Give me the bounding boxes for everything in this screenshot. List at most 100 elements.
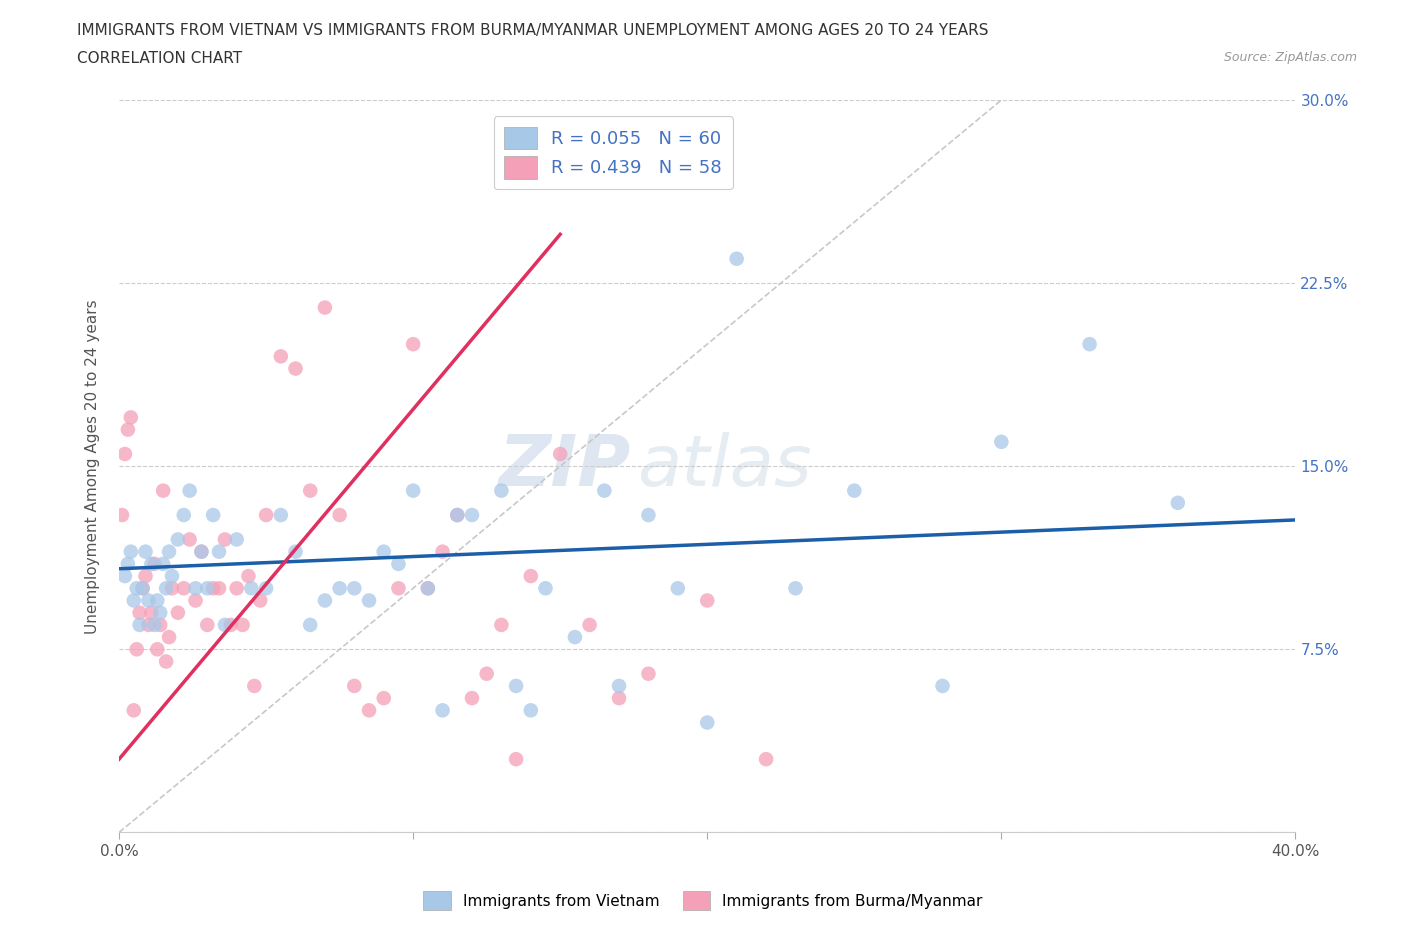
Point	[416, 581, 439, 596]
Point	[157, 544, 180, 559]
Point	[254, 581, 277, 596]
Point	[219, 618, 242, 632]
Point	[402, 337, 425, 352]
Point	[141, 605, 163, 620]
Point	[491, 484, 513, 498]
Point	[990, 434, 1012, 449]
Point	[238, 568, 260, 583]
Point	[249, 593, 271, 608]
Point	[117, 556, 139, 571]
Point	[149, 605, 172, 620]
Text: CORRELATION CHART: CORRELATION CHART	[77, 51, 242, 66]
Point	[146, 642, 169, 657]
Point	[343, 581, 366, 596]
Point	[534, 581, 557, 596]
Point	[755, 751, 778, 766]
Point	[607, 679, 630, 694]
Point	[299, 618, 322, 632]
Point	[190, 544, 212, 559]
Point	[157, 630, 180, 644]
Point	[299, 484, 322, 498]
Point	[225, 532, 247, 547]
Point	[461, 508, 484, 523]
Point	[167, 605, 190, 620]
Point	[143, 618, 166, 632]
Point	[134, 544, 156, 559]
Point	[184, 593, 207, 608]
Point	[149, 618, 172, 632]
Point	[666, 581, 689, 596]
Point	[505, 751, 527, 766]
Point	[214, 532, 236, 547]
Point	[114, 568, 136, 583]
Point	[432, 544, 454, 559]
Point	[564, 630, 586, 644]
Point	[214, 618, 236, 632]
Point	[284, 544, 307, 559]
Point	[432, 703, 454, 718]
Point	[1167, 496, 1189, 511]
Point	[446, 508, 468, 523]
Point	[134, 568, 156, 583]
Point	[607, 691, 630, 706]
Point	[284, 361, 307, 376]
Point	[491, 618, 513, 632]
Point	[155, 654, 177, 669]
Point	[696, 715, 718, 730]
Point	[122, 593, 145, 608]
Y-axis label: Unemployment Among Ages 20 to 24 years: Unemployment Among Ages 20 to 24 years	[86, 299, 100, 633]
Point	[232, 618, 254, 632]
Point	[202, 508, 225, 523]
Point	[225, 581, 247, 596]
Point	[179, 532, 201, 547]
Point	[548, 446, 571, 461]
Point	[240, 581, 263, 596]
Point	[152, 484, 174, 498]
Point	[270, 349, 292, 364]
Point	[402, 484, 425, 498]
Point	[120, 410, 142, 425]
Point	[184, 581, 207, 596]
Point	[120, 544, 142, 559]
Point	[593, 484, 616, 498]
Point	[128, 618, 150, 632]
Text: IMMIGRANTS FROM VIETNAM VS IMMIGRANTS FROM BURMA/MYANMAR UNEMPLOYMENT AMONG AGES: IMMIGRANTS FROM VIETNAM VS IMMIGRANTS FR…	[77, 23, 988, 38]
Point	[1078, 337, 1101, 352]
Point	[314, 300, 336, 315]
Text: Source: ZipAtlas.com: Source: ZipAtlas.com	[1223, 51, 1357, 64]
Point	[131, 581, 153, 596]
Point	[195, 618, 218, 632]
Point	[114, 446, 136, 461]
Point	[179, 484, 201, 498]
Point	[125, 642, 148, 657]
Point	[520, 703, 543, 718]
Point	[173, 581, 195, 596]
Point	[138, 618, 160, 632]
Point	[696, 593, 718, 608]
Point	[387, 556, 409, 571]
Point	[141, 556, 163, 571]
Point	[416, 581, 439, 596]
Point	[329, 581, 352, 596]
Point	[357, 703, 380, 718]
Point	[167, 532, 190, 547]
Point	[343, 679, 366, 694]
Point	[505, 679, 527, 694]
Point	[117, 422, 139, 437]
Point	[578, 618, 600, 632]
Legend: Immigrants from Vietnam, Immigrants from Burma/Myanmar: Immigrants from Vietnam, Immigrants from…	[416, 884, 990, 918]
Point	[373, 691, 395, 706]
Point	[357, 593, 380, 608]
Point	[931, 679, 953, 694]
Text: atlas: atlas	[637, 432, 811, 500]
Point	[125, 581, 148, 596]
Point	[243, 679, 266, 694]
Point	[373, 544, 395, 559]
Point	[190, 544, 212, 559]
Point	[254, 508, 277, 523]
Point	[160, 581, 183, 596]
Point	[475, 666, 498, 681]
Point	[143, 556, 166, 571]
Point	[637, 666, 659, 681]
Point	[461, 691, 484, 706]
